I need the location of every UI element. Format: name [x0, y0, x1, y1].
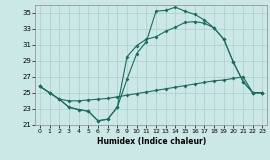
- X-axis label: Humidex (Indice chaleur): Humidex (Indice chaleur): [97, 137, 206, 146]
